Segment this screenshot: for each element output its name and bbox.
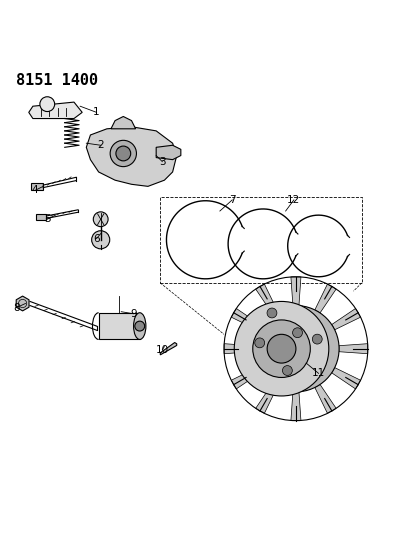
Circle shape	[110, 140, 136, 167]
Polygon shape	[224, 344, 253, 354]
Text: 3: 3	[159, 157, 166, 167]
Polygon shape	[231, 368, 260, 389]
Circle shape	[116, 146, 131, 161]
Text: 8151 1400: 8151 1400	[16, 74, 99, 88]
Text: 9: 9	[130, 309, 137, 319]
Polygon shape	[291, 277, 301, 305]
Text: 4: 4	[32, 185, 38, 196]
Text: 1: 1	[93, 107, 100, 117]
Circle shape	[40, 97, 55, 111]
Polygon shape	[256, 284, 277, 313]
Circle shape	[253, 320, 310, 377]
Circle shape	[253, 305, 339, 392]
Text: 8: 8	[13, 303, 20, 312]
Circle shape	[267, 334, 296, 363]
Circle shape	[93, 212, 108, 227]
Polygon shape	[111, 117, 136, 129]
Circle shape	[282, 366, 292, 375]
Polygon shape	[315, 284, 336, 313]
Polygon shape	[256, 384, 277, 414]
Circle shape	[92, 231, 110, 249]
Polygon shape	[36, 214, 46, 221]
Circle shape	[135, 321, 145, 331]
Bar	[99, 313, 140, 340]
Text: 7: 7	[229, 195, 236, 205]
Polygon shape	[332, 368, 360, 389]
Circle shape	[255, 338, 265, 348]
Polygon shape	[291, 392, 301, 421]
Polygon shape	[16, 296, 29, 311]
Text: 10: 10	[156, 344, 169, 354]
Text: 12: 12	[287, 195, 300, 205]
Polygon shape	[339, 344, 368, 354]
Polygon shape	[315, 384, 336, 414]
Polygon shape	[156, 146, 181, 160]
Circle shape	[234, 302, 329, 396]
Ellipse shape	[134, 313, 146, 340]
Polygon shape	[31, 183, 43, 190]
Polygon shape	[231, 309, 260, 330]
Circle shape	[267, 308, 277, 318]
Circle shape	[312, 334, 322, 344]
Circle shape	[293, 328, 302, 337]
Polygon shape	[160, 343, 177, 355]
Text: 5: 5	[44, 214, 51, 224]
Polygon shape	[332, 309, 360, 330]
Polygon shape	[29, 102, 82, 118]
Polygon shape	[86, 127, 177, 187]
Text: 11: 11	[312, 368, 325, 378]
Text: 2: 2	[97, 140, 104, 150]
Text: 6: 6	[93, 233, 100, 244]
